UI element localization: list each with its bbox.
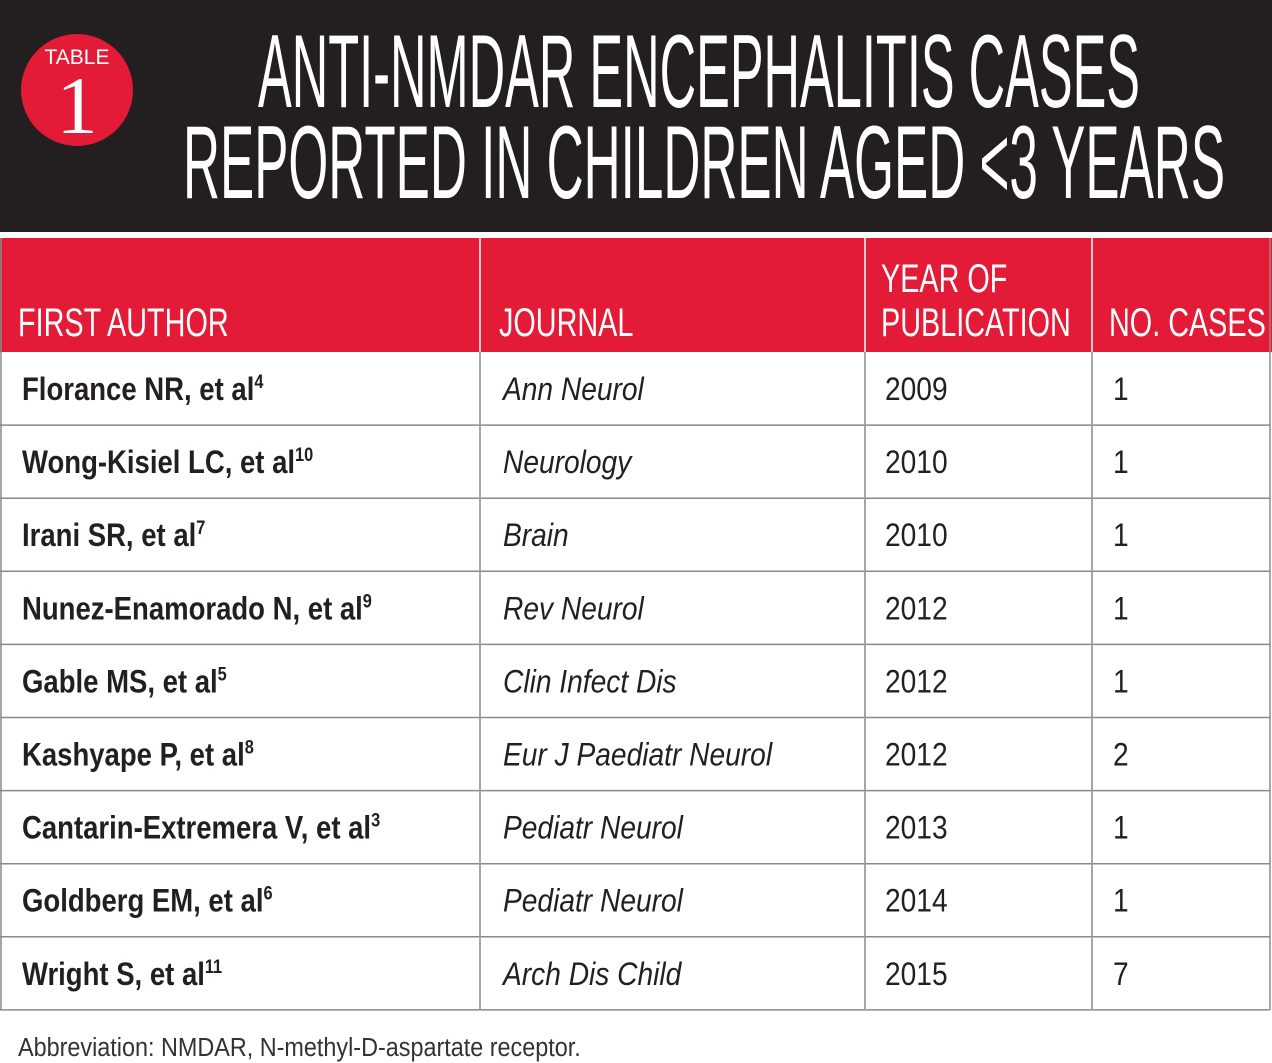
author-cell: Florance NR, et al4	[22, 371, 264, 408]
reference: 3	[371, 809, 380, 830]
badge-number: 1	[57, 60, 98, 151]
year: 2012	[885, 665, 948, 700]
cases: 1	[1113, 372, 1129, 407]
column-header: FIRST AUTHOR	[18, 300, 229, 345]
year: 2009	[885, 372, 948, 407]
journal: Clin Infect Dis	[503, 665, 677, 700]
author: Wong-Kisiel LC, et al	[22, 445, 295, 480]
column-header: NO. CASES	[1109, 300, 1266, 345]
header-band	[0, 0, 1272, 232]
journal: Neurology	[503, 445, 633, 480]
cases: 1	[1113, 445, 1129, 480]
author-cell: Wong-Kisiel LC, et al10	[22, 444, 313, 481]
cases: 1	[1113, 665, 1129, 700]
author: Irani SR, et al	[22, 518, 196, 553]
journal: Eur J Paediatr Neurol	[503, 738, 773, 773]
author-cell: Irani SR, et al7	[22, 517, 205, 554]
author: Gable MS, et al	[22, 665, 218, 700]
year: 2013	[885, 811, 948, 846]
reference: 11	[205, 956, 222, 977]
column-header: YEAR OF	[881, 256, 1007, 301]
author: Goldberg EM, et al	[22, 884, 263, 919]
author-cell: Wright S, et al11	[22, 956, 222, 993]
author-cell: Cantarin-Extremera V, et al3	[22, 809, 380, 846]
reference: 8	[245, 736, 254, 757]
reference: 9	[363, 590, 372, 611]
reference: 10	[295, 444, 313, 465]
cases: 1	[1113, 592, 1129, 627]
author: Cantarin-Extremera V, et al	[22, 811, 371, 846]
author: Florance NR, et al	[22, 372, 254, 407]
author: Kashyape P, et al	[22, 738, 245, 773]
journal: Pediatr Neurol	[503, 884, 684, 919]
column-header: JOURNAL	[499, 300, 633, 345]
reference: 7	[196, 517, 205, 538]
year: 2014	[885, 884, 948, 919]
reference: 4	[254, 371, 263, 392]
year: 2010	[885, 445, 948, 480]
cases: 2	[1113, 738, 1129, 773]
reference: 5	[218, 663, 227, 684]
author-cell: Goldberg EM, et al6	[22, 883, 273, 920]
author: Nunez-Enamorado N, et al	[22, 591, 363, 626]
journal: Brain	[503, 519, 569, 554]
author-cell: Gable MS, et al5	[22, 663, 227, 700]
reference: 6	[263, 883, 272, 904]
year: 2010	[885, 519, 948, 554]
year: 2015	[885, 957, 948, 992]
cases: 1	[1113, 519, 1129, 554]
journal: Pediatr Neurol	[503, 811, 684, 846]
cases: 1	[1113, 884, 1129, 919]
journal: Arch Dis Child	[501, 957, 682, 992]
title: ANTI-NMDAR ENCEPHALITIS CASES	[258, 14, 1140, 130]
author-cell: Kashyape P, et al8	[22, 736, 254, 773]
badge-label: TABLE	[45, 46, 110, 69]
journal: Ann Neurol	[501, 372, 645, 407]
year: 2012	[885, 738, 948, 773]
column-header: PUBLICATION	[881, 300, 1071, 345]
journal: Rev Neurol	[503, 592, 645, 627]
badge	[21, 34, 133, 146]
author: Wright S, et al	[22, 957, 205, 992]
cases: 7	[1113, 957, 1129, 992]
header-row	[0, 238, 1272, 352]
cases: 1	[1113, 811, 1129, 846]
year: 2012	[885, 592, 948, 627]
author-cell: Nunez-Enamorado N, et al9	[22, 590, 372, 627]
footnote: Abbreviation: NMDAR, N-methyl-D-aspartat…	[18, 1034, 581, 1062]
title: REPORTED IN CHILDREN AGED <3 YEARS	[183, 105, 1225, 221]
